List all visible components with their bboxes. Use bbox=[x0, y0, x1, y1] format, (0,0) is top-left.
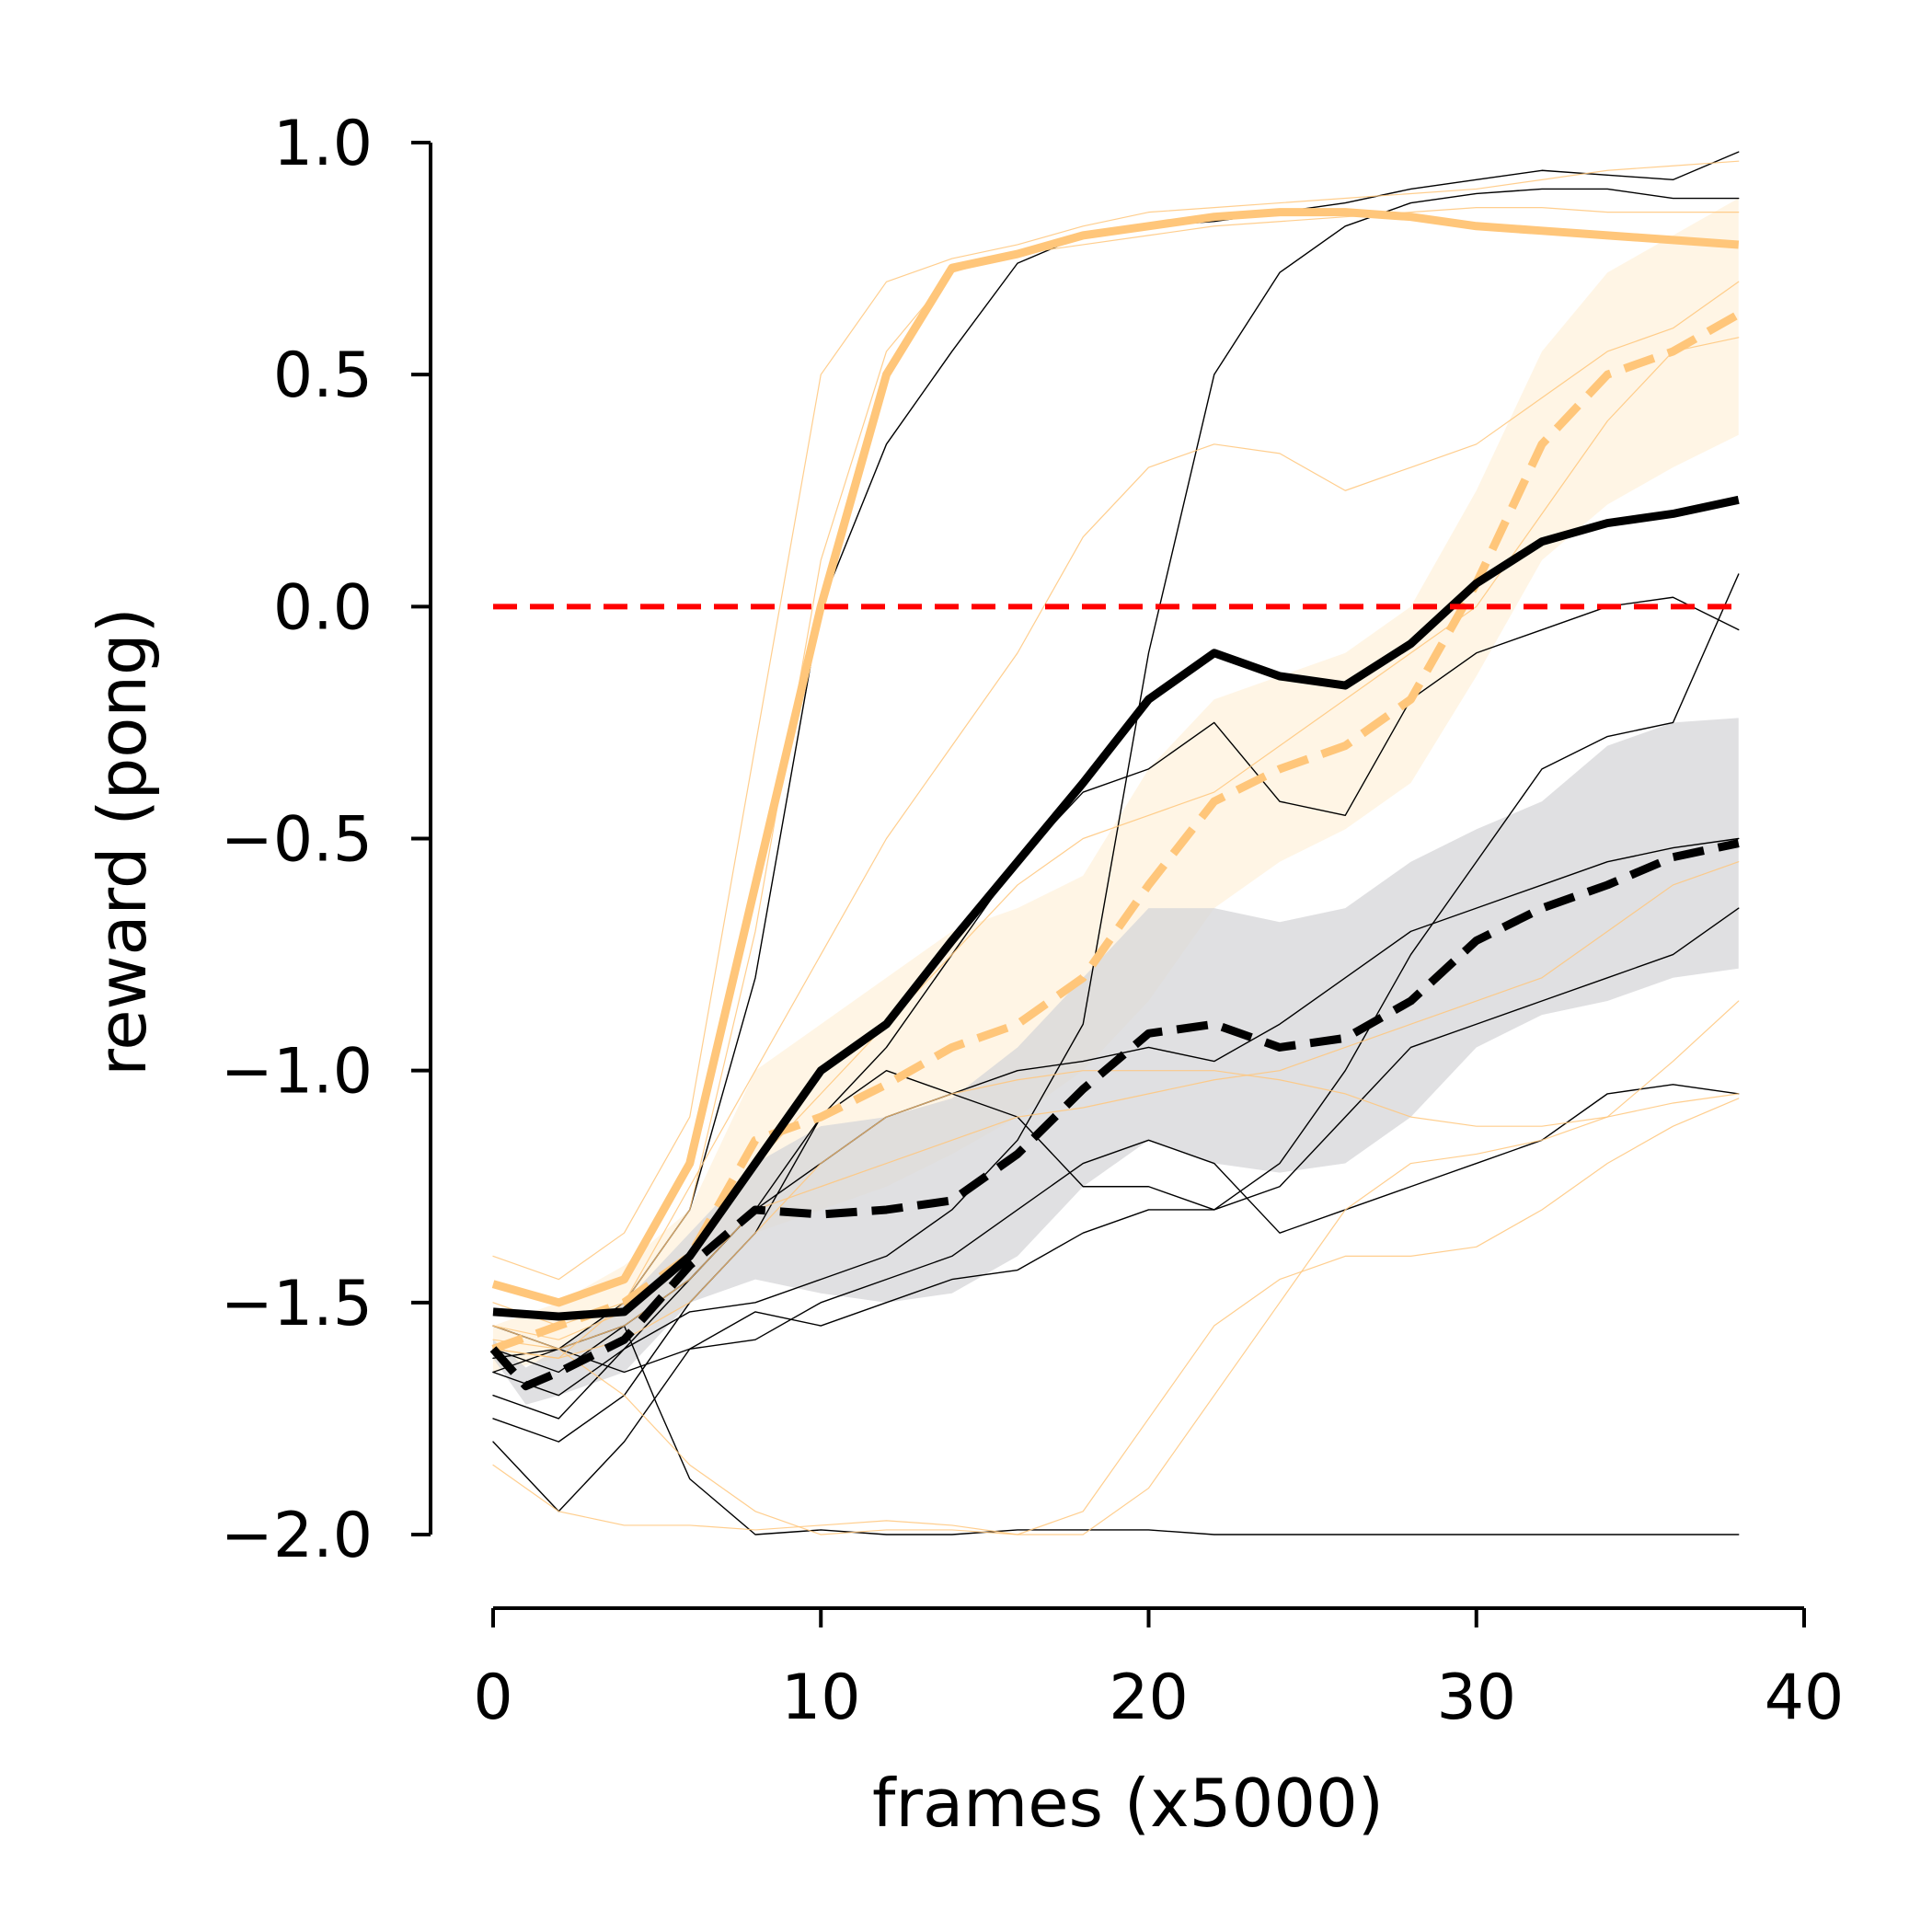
y-tick-label: −0.5 bbox=[221, 804, 373, 877]
series-orange-run-1 bbox=[492, 160, 1740, 1281]
series-orange-run-3 bbox=[492, 281, 1740, 1359]
y-tick-label: 1.0 bbox=[273, 108, 373, 180]
y-tick-label: 0.5 bbox=[273, 339, 373, 412]
y-tick-label: −2.0 bbox=[221, 1500, 373, 1572]
series-orange-mean-solid bbox=[491, 208, 1740, 1307]
series-black-run-6 bbox=[492, 1325, 1740, 1535]
x-tick-label: 30 bbox=[1436, 1662, 1516, 1734]
series-black-mean-solid bbox=[492, 495, 1740, 1321]
series-orange-run-6 bbox=[492, 1093, 1740, 1535]
series-orange-run-5 bbox=[492, 1098, 1740, 1535]
x-ticks: 0 10 20 30 40 bbox=[473, 1608, 1844, 1734]
x-tick-label: 40 bbox=[1765, 1662, 1845, 1734]
y-tick-label: −1.0 bbox=[221, 1036, 373, 1109]
series-orange-run-2 bbox=[492, 207, 1740, 1327]
x-axis-label: frames (x5000) bbox=[872, 1765, 1384, 1842]
means-layer bbox=[489, 208, 1741, 1391]
y-tick-label: 0.0 bbox=[273, 571, 373, 644]
series-black-run-7 bbox=[492, 1084, 1740, 1374]
orange-confidence-band bbox=[493, 198, 1739, 1373]
series-orange-run-7 bbox=[492, 1000, 1740, 1359]
x-tick-label: 20 bbox=[1109, 1662, 1189, 1734]
series-orange-run-8 bbox=[492, 861, 1740, 1350]
x-tick-label: 0 bbox=[473, 1662, 512, 1734]
series-black-run-5 bbox=[492, 907, 1740, 1512]
x-tick-label: 10 bbox=[781, 1662, 861, 1734]
series-black-run-2 bbox=[492, 188, 1740, 1420]
y-axis-label: reward (pong) bbox=[84, 607, 161, 1076]
series-black-mean-dashed bbox=[489, 839, 1740, 1391]
y-tick-label: −1.5 bbox=[221, 1268, 373, 1340]
y-ticks: −2.0 −1.5 −1.0 −0.5 0.0 0.5 1.0 bbox=[221, 108, 431, 1572]
